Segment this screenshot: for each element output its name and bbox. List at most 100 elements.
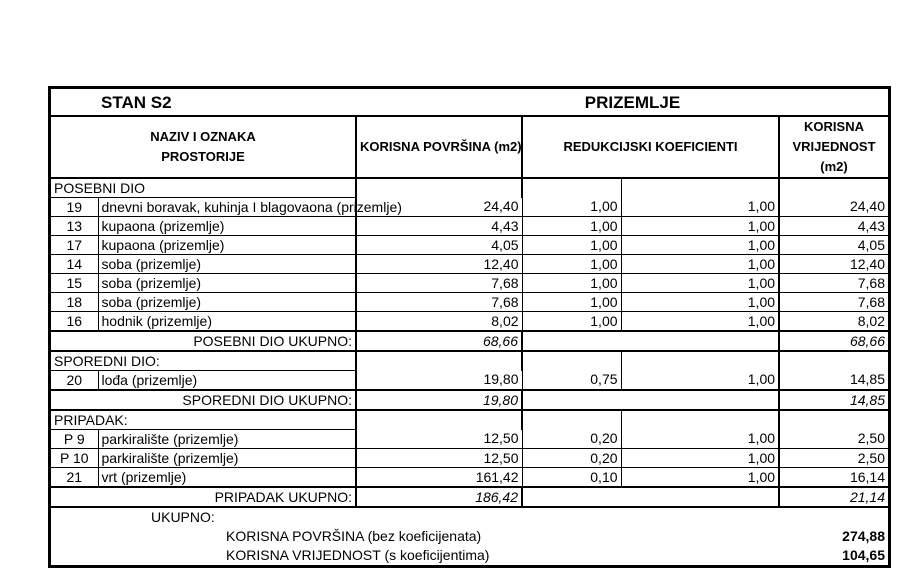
total-row: KORISNA POVRŠINA (bez koeficijenata) 274,… [51,527,888,546]
room-id: 15 [51,273,98,293]
room-value: 2,50 [778,448,888,468]
section-label: PRIPADAK: [51,410,358,430]
subtotal-area: 19,80 [355,389,523,411]
section-label: SPOREDNI DIO: [51,351,358,371]
floor-title: PRIZEMLJE [356,89,888,117]
coef-2: 1,00 [620,197,780,217]
subtotal-area: 186,42 [355,486,523,508]
subtotal-value: 14,85 [778,389,888,411]
room-id: 21 [51,467,98,488]
subtotal-label: PRIPADAK UKUPNO: [51,486,357,508]
empty-cell [521,351,622,371]
empty-cell [355,351,523,371]
room-id: P 9 [51,429,98,449]
table-row: 13 kupaona (prizemlje) 4,43 1,00 1,00 4,43 [51,216,888,236]
room-value: 4,43 [778,216,888,236]
coef-2: 1,00 [620,429,780,449]
subtotal-value: 21,14 [778,486,888,508]
subtotal-row: POSEBNI DIO UKUPNO: 68,66 68,66 [51,330,888,352]
table-row: P 10 parkiralište (prizemlje) 12,50 0,20 1,0… [51,448,888,468]
room-area: 12,50 [355,448,523,468]
section-label: POSEBNI DIO [51,178,358,198]
table-row: 20 lođa (prizemlje) 19,80 0,75 1,00 14,85 [51,370,888,391]
room-name: kupaona (prizemlje) [97,235,357,255]
table-row: 15 soba (prizemlje) 7,68 1,00 1,00 7,68 [51,273,888,293]
section-header: SPOREDNI DIO: [51,351,888,371]
room-name: parkiralište (prizemlje) [97,448,357,468]
room-area: 19,80 [355,370,523,391]
coef-1: 0,20 [521,448,622,468]
coef-1: 1,00 [521,311,622,332]
empty-cell [521,410,622,430]
total-area-value: 274,88 [842,528,885,544]
section-header: PRIPADAK: [51,410,888,430]
room-value: 24,40 [778,197,888,217]
room-area: 4,43 [355,216,523,236]
empty-cell [778,410,888,430]
apartment-title: STAN S2 [51,89,357,117]
coef-1: 0,10 [521,467,622,488]
room-name: soba (prizemlje) [97,273,357,293]
room-value: 2,50 [778,429,888,449]
header-area: KORISNA POVRŠINA (m2) [355,116,523,179]
subtotal-label: SPOREDNI DIO UKUPNO: [51,389,357,411]
coef-1: 1,00 [521,235,622,255]
coef-2: 1,00 [620,235,780,255]
room-id: 19 [51,197,98,217]
room-id: 16 [51,311,98,332]
room-name: hodnik (prizemlje) [97,311,357,332]
coef-2: 1,00 [620,370,780,391]
coef-1: 0,75 [521,370,622,391]
room-value: 16,14 [778,467,888,488]
room-id: 20 [51,370,98,391]
empty-cell [521,178,622,198]
room-id: 14 [51,254,98,274]
coef-1: 0,20 [521,429,622,449]
coef-1: 1,00 [521,254,622,274]
subtotal-label: POSEBNI DIO UKUPNO: [51,330,357,352]
empty-cell [620,178,780,198]
total-value-value: 104,65 [842,547,885,563]
room-area: 24,40 [355,197,523,217]
coef-2: 1,00 [620,292,780,312]
table-row: 17 kupaona (prizemlje) 4,05 1,00 1,00 4,05 [51,235,888,255]
total-area-label: KORISNA POVRŠINA (bez koeficijenata) [226,528,482,544]
coef-1: 1,00 [521,216,622,236]
room-area: 7,68 [355,292,523,312]
room-name: kupaona (prizemlje) [97,216,357,236]
subtotal-row: SPOREDNI DIO UKUPNO: 19,80 14,85 [51,389,888,411]
empty-cell [355,178,523,198]
coef-2: 1,00 [620,273,780,293]
room-value: 7,68 [778,273,888,293]
empty-cell [521,330,780,352]
empty-cell [620,351,780,371]
table-row: 16 hodnik (prizemlje) 8,02 1,00 1,00 8,02 [51,311,888,332]
table-row: 18 soba (prizemlje) 7,68 1,00 1,00 7,68 [51,292,888,312]
coef-1: 1,00 [521,273,622,293]
room-area: 12,50 [355,429,523,449]
empty-cell [778,351,888,371]
coef-1: 1,00 [521,197,622,217]
section-header: POSEBNI DIO [51,178,888,198]
room-name: lođa (prizemlje) [97,370,357,391]
room-area: 12,40 [355,254,523,274]
coef-2: 1,00 [620,254,780,274]
table-row: 21 vrt (prizemlje) 161,42 0,10 1,00 16,14 [51,467,888,488]
empty-cell [778,178,888,198]
room-id: 17 [51,235,98,255]
room-area: 161,42 [355,467,523,488]
table-row: P 9 parkiralište (prizemlje) 12,50 0,20 1,00… [51,429,888,449]
total-row: KORISNA VRIJEDNOST (s koeficijentima) 104… [51,546,888,565]
empty-cell [620,410,780,430]
room-value: 4,05 [778,235,888,255]
apartment-area-table: STAN S2 PRIZEMLJE NAZIV I OZNAKA PROSTOR… [48,86,891,568]
total-label: UKUPNO: [151,509,215,525]
header-coef: REDUKCIJSKI KOEFICIENTI [521,116,780,179]
header-value: KORISNA VRIJEDNOST (m2) [778,116,888,179]
coef-2: 1,00 [620,311,780,332]
subtotal-area: 68,66 [355,330,523,352]
room-name: dnevni boravak, kuhinja I blagovaona (pr… [97,197,402,217]
room-id: 18 [51,292,98,312]
room-value: 7,68 [778,292,888,312]
room-area: 7,68 [355,273,523,293]
